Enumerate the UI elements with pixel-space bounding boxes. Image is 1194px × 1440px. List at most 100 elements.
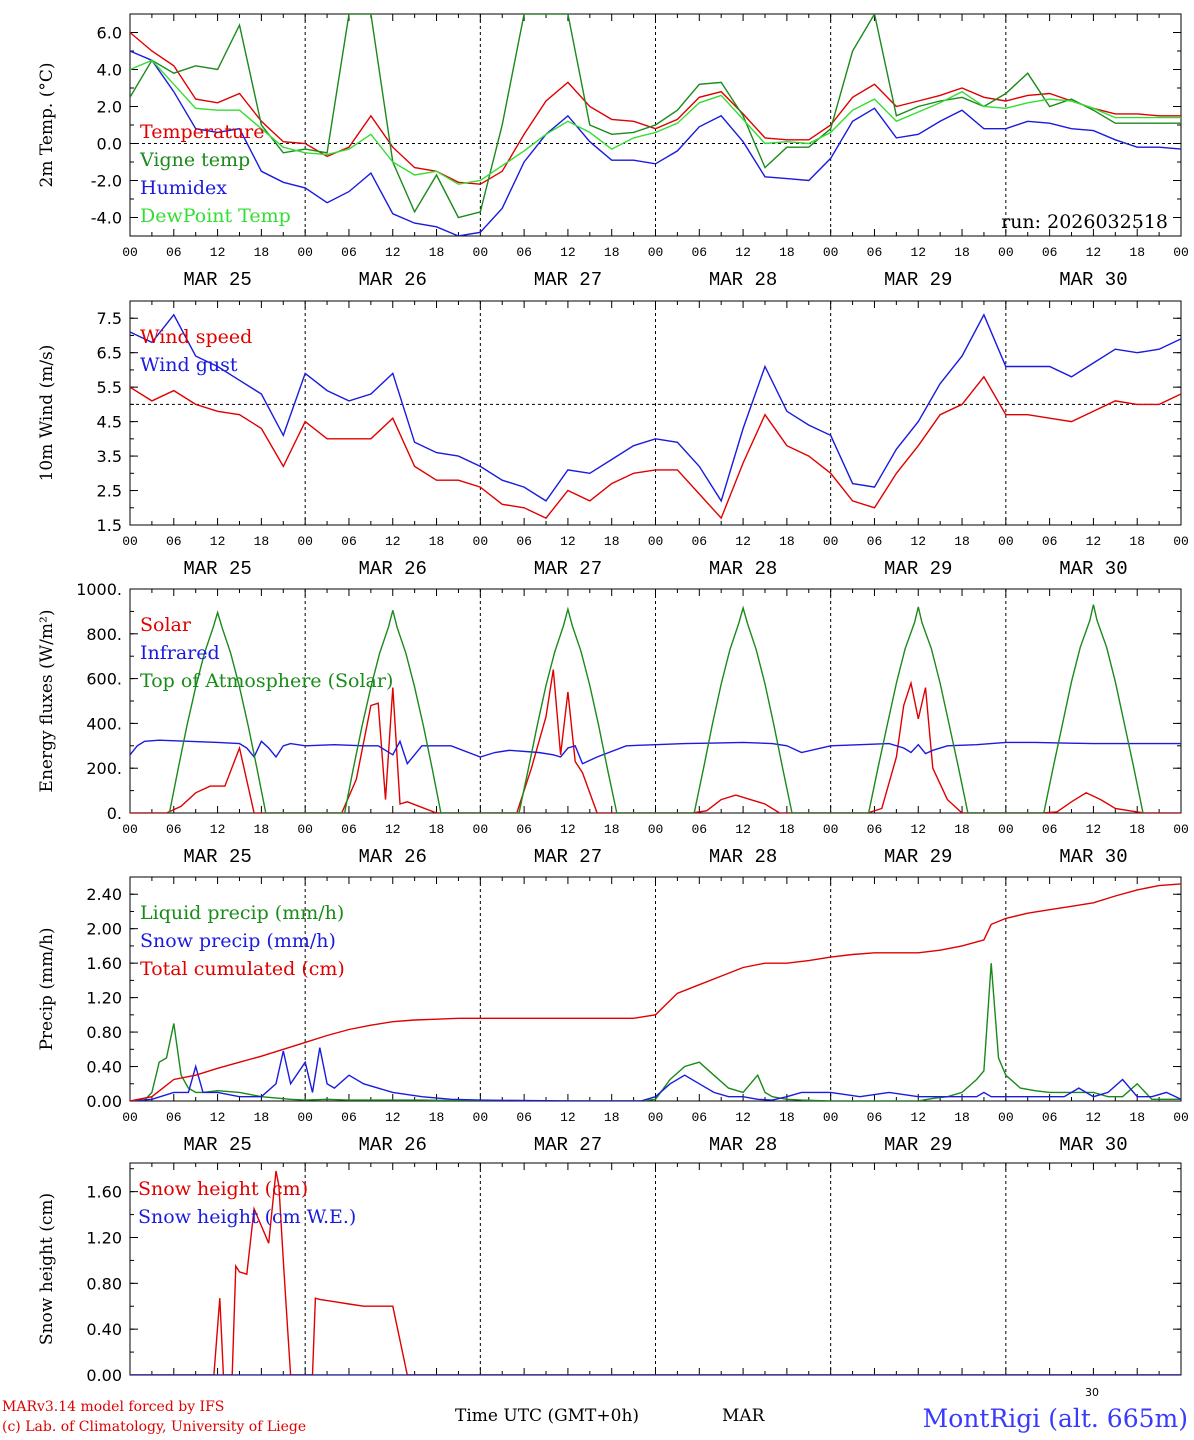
energy-xtick-label: 06 xyxy=(166,822,182,837)
temp-xtick-label: 12 xyxy=(210,245,226,260)
precip-xtick-label: 06 xyxy=(867,1110,883,1125)
snow-ytick-label: 0.00 xyxy=(86,1366,122,1385)
temp-legend-1: Temperature xyxy=(140,121,264,143)
energy-series-solar xyxy=(130,669,1181,813)
energy-xtick-label: 00 xyxy=(1173,822,1189,837)
wind-xtick-label: 12 xyxy=(210,534,226,549)
precip-xtick-label: 06 xyxy=(1042,1110,1058,1125)
temp-xtick-label: 12 xyxy=(560,245,576,260)
precip-legend-2: Snow precip (mm/h) xyxy=(140,930,336,952)
temp-day-label: MAR 30 xyxy=(1059,269,1127,291)
precip-day-label: MAR 28 xyxy=(709,1134,777,1156)
time-axis-label: Time UTC (GMT+0h) xyxy=(455,1406,640,1426)
temp-day-label: MAR 26 xyxy=(359,269,427,291)
energy-frame xyxy=(129,588,1182,814)
precip-xtick-label: 06 xyxy=(166,1110,182,1125)
lab-credit: (c) Lab. of Climatology, University of L… xyxy=(2,1419,307,1435)
energy-legend-3: Top of Atmosphere (Solar) xyxy=(140,670,393,692)
temp-xtick-label: 18 xyxy=(779,245,795,260)
precip-ylabel: Precip (mm/h) xyxy=(37,927,57,1050)
energy-ytick-label: 200. xyxy=(86,759,122,778)
energy-xtick-label: 00 xyxy=(473,822,489,837)
energy-day-label: MAR 27 xyxy=(534,846,602,868)
temp-ytick-label: -2.0 xyxy=(91,172,122,191)
energy-xtick-label: 18 xyxy=(779,822,795,837)
temp-xtick-label: 18 xyxy=(429,245,445,260)
energy-xtick-label: 06 xyxy=(691,822,707,837)
precip-series-snow-precip-mm-h- xyxy=(130,1047,1181,1101)
wind-ytick-label: 1.5 xyxy=(97,516,122,535)
energy-legend-2: Infrared xyxy=(140,642,220,664)
precip-day-label: MAR 27 xyxy=(534,1134,602,1156)
wind-xtick-label: 00 xyxy=(823,534,839,549)
temp-xtick-label: 06 xyxy=(691,245,707,260)
wind-xtick-label: 18 xyxy=(604,534,620,549)
energy-xtick-label: 06 xyxy=(1042,822,1058,837)
precip-xtick-label: 12 xyxy=(210,1110,226,1125)
temp-xtick-label: 06 xyxy=(341,245,357,260)
snow-series-snow-height-cm- xyxy=(130,1170,1181,1375)
precip-series-total-cumulated-cm- xyxy=(130,883,1181,1101)
precip-xtick-label: 18 xyxy=(604,1110,620,1125)
energy-xtick-label: 18 xyxy=(429,822,445,837)
wind-xtick-label: 06 xyxy=(1042,534,1058,549)
energy-xtick-label: 00 xyxy=(998,822,1014,837)
temp-xtick-label: 00 xyxy=(473,245,489,260)
precip-ytick-label: 1.20 xyxy=(86,989,122,1008)
wind-series-wind-speed xyxy=(130,375,1181,520)
temp-legend-2: Vigne temp xyxy=(139,149,250,171)
precip-ytick-label: 0.00 xyxy=(86,1092,122,1111)
temp-legend-3: Humidex xyxy=(140,177,227,199)
energy-xtick-label: 12 xyxy=(385,822,401,837)
precip-xtick-label: 00 xyxy=(473,1110,489,1125)
wind-xtick-label: 00 xyxy=(998,534,1014,549)
temp-xtick-label: 18 xyxy=(254,245,270,260)
station-title: MontRigi (alt. 665m) xyxy=(922,1404,1188,1433)
precip-xtick-label: 12 xyxy=(735,1110,751,1125)
precip-xtick-label: 12 xyxy=(910,1110,926,1125)
energy-xtick-label: 00 xyxy=(297,822,313,837)
wind-day-label: MAR 27 xyxy=(534,558,602,580)
temp-xtick-label: 00 xyxy=(1173,245,1189,260)
energy-ytick-label: 1000. xyxy=(76,580,122,599)
temp-ylabel: 2m Temp. (°C) xyxy=(37,62,57,187)
wind-day-label: MAR 26 xyxy=(359,558,427,580)
wind-xtick-label: 00 xyxy=(473,534,489,549)
energy-series-top-of-atmosphere-solar- xyxy=(168,604,1144,813)
temp-xtick-label: 06 xyxy=(867,245,883,260)
energy-xtick-label: 12 xyxy=(1086,822,1102,837)
energy-xtick-label: 00 xyxy=(648,822,664,837)
model-credit: MARv3.14 model forced by IFS xyxy=(2,1399,225,1415)
wind-xtick-label: 18 xyxy=(779,534,795,549)
wind-xtick-label: 06 xyxy=(341,534,357,549)
temp-xtick-label: 06 xyxy=(516,245,532,260)
precip-ytick-label: 2.40 xyxy=(86,885,122,904)
temp-ytick-label: -4.0 xyxy=(91,209,122,228)
wind-day-label: MAR 25 xyxy=(183,558,251,580)
wind-xtick-label: 00 xyxy=(1173,534,1189,549)
temp-ytick-label: 0.0 xyxy=(97,135,122,154)
wind-ytick-label: 5.5 xyxy=(97,378,122,397)
run-label: run: 2026032518 xyxy=(1001,211,1168,233)
temp-series-dewpoint-temp xyxy=(130,59,1181,185)
temp-xtick-label: 12 xyxy=(1086,245,1102,260)
day-marker: 30 xyxy=(1085,1386,1099,1399)
energy-series-infrared xyxy=(130,739,1181,766)
temp-xtick-label: 12 xyxy=(910,245,926,260)
energy-ytick-label: 0. xyxy=(107,804,122,823)
wind-xtick-label: 00 xyxy=(297,534,313,549)
wind-xtick-label: 12 xyxy=(910,534,926,549)
wind-frame xyxy=(129,300,1182,526)
wind-xtick-label: 06 xyxy=(867,534,883,549)
precip-ytick-label: 1.60 xyxy=(86,954,122,973)
temp-xtick-label: 06 xyxy=(1042,245,1058,260)
precip-xtick-label: 12 xyxy=(1086,1110,1102,1125)
precip-xtick-label: 06 xyxy=(341,1110,357,1125)
precip-series-liquid-precip-mm-h- xyxy=(130,963,1181,1101)
temp-xtick-label: 18 xyxy=(604,245,620,260)
precip-day-label: MAR 29 xyxy=(884,1134,952,1156)
wind-xtick-label: 18 xyxy=(254,534,270,549)
precip-xtick-label: 18 xyxy=(429,1110,445,1125)
temp-series-vigne-temp xyxy=(130,14,1181,219)
